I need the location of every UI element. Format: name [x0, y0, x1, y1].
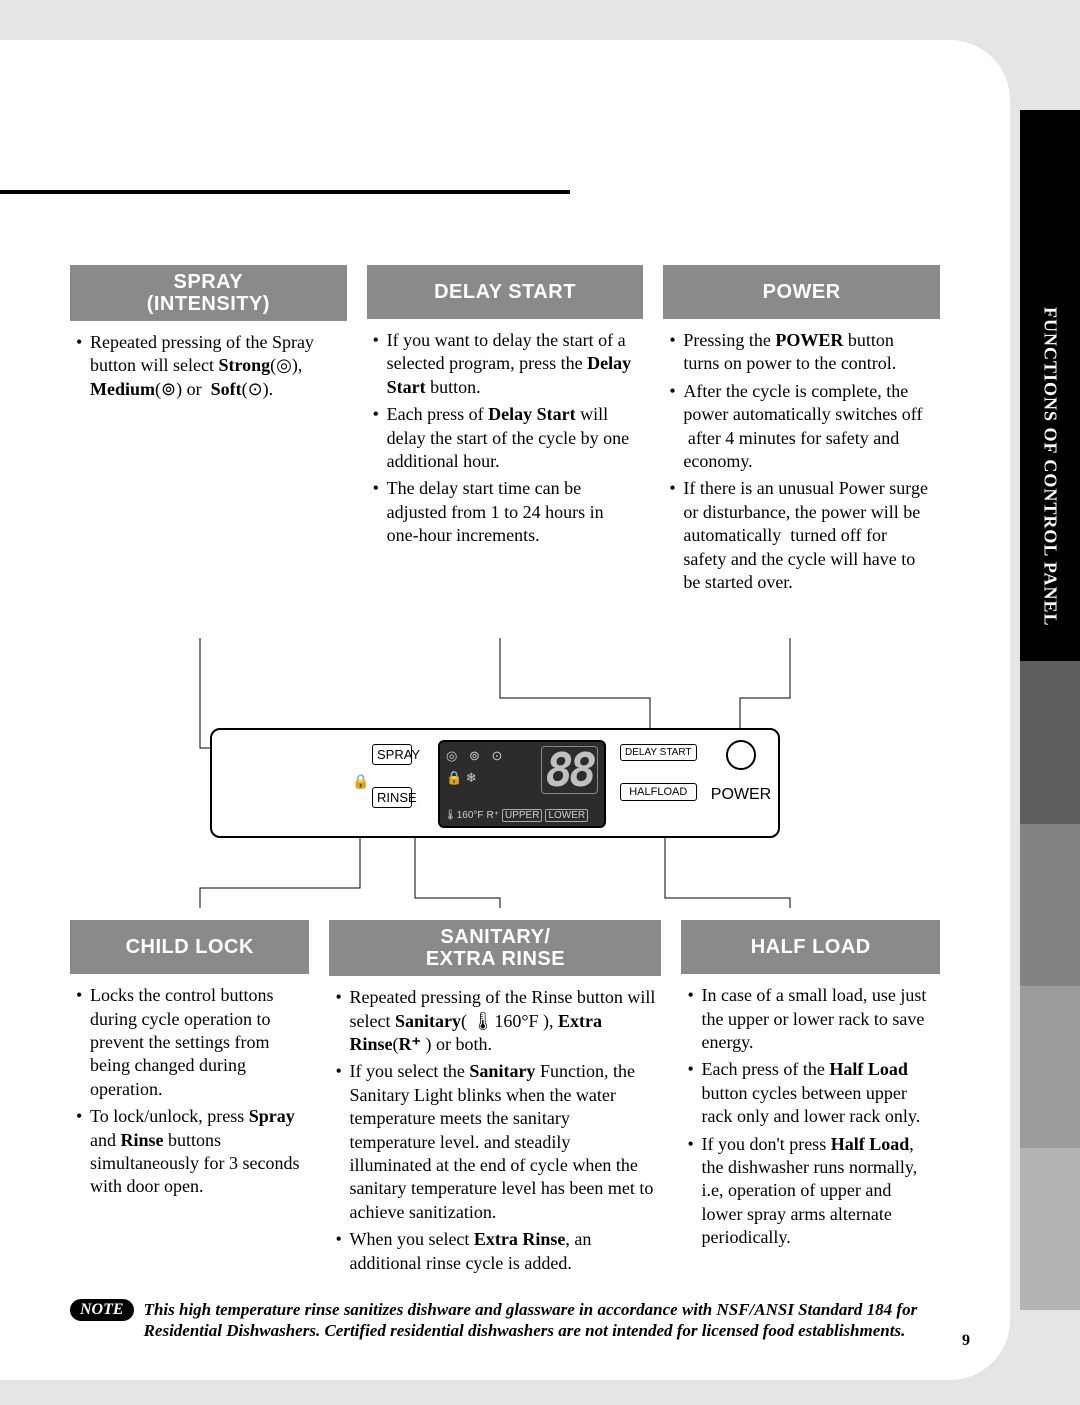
side-tab-label: FUNCTIONS OF CONTROL PANEL	[1040, 307, 1061, 627]
power-button[interactable]	[726, 740, 756, 770]
side-tab	[1020, 986, 1080, 1148]
panel-area: 🔒 SPRAY RINSE ◎ ⊚ ⊙ 🔒 ❄ 88 🌡160°F R⁺ UPP…	[70, 638, 940, 908]
power-label: POWER	[706, 786, 776, 804]
box-item: Each press of Delay Start will delay the…	[373, 403, 638, 473]
box-item: If you select the Sanitary Function, the…	[335, 1060, 655, 1224]
box-item: If you want to delay the start of a sele…	[373, 329, 638, 399]
misc-icons: 🔒 ❄	[446, 770, 477, 786]
panel-spray-rinse: SPRAY RINSE	[372, 744, 412, 808]
spray-intensity-icons: ◎ ⊚ ⊙	[446, 748, 506, 764]
note: NOTE This high temperature rinse sanitiz…	[70, 1299, 940, 1342]
info-box: CHILD LOCK Locks the control buttons duri…	[70, 920, 309, 1279]
side-tab	[1020, 661, 1080, 823]
side-tab: FUNCTIONS OF CONTROL PANEL	[1020, 272, 1080, 661]
box-body: Locks the control buttons during cycle o…	[70, 974, 309, 1199]
box-item: After the cycle is complete, the power a…	[669, 380, 934, 474]
top-row: SPRAY(INTENSITY) Repeated pressing of the…	[70, 265, 940, 598]
control-panel: 🔒 SPRAY RINSE ◎ ⊚ ⊙ 🔒 ❄ 88 🌡160°F R⁺ UPP…	[210, 728, 780, 838]
top-rule	[0, 190, 570, 194]
box-header: SPRAY(INTENSITY)	[70, 265, 347, 321]
page: SPRAY(INTENSITY) Repeated pressing of the…	[0, 40, 1010, 1380]
panel-delay-half: DELAY START HALFLOAD	[620, 744, 697, 801]
lock-icon: 🔒	[352, 774, 369, 791]
info-box: SANITARY/EXTRA RINSE Repeated pressing of…	[329, 920, 661, 1279]
box-item: If there is an unusual Power surge or di…	[669, 477, 934, 594]
box-body: In case of a small load, use just the up…	[681, 974, 940, 1249]
upper-indicator: UPPER	[502, 809, 542, 822]
box-body: If you want to delay the start of a sele…	[367, 319, 644, 548]
bottom-row: CHILD LOCK Locks the control buttons duri…	[70, 920, 940, 1279]
power-area: POWER	[706, 740, 776, 804]
page-number: 9	[962, 1332, 970, 1350]
delay-start-button[interactable]: DELAY START	[620, 744, 697, 761]
box-item: Pressing the POWER button turns on power…	[669, 329, 934, 376]
box-header: DELAY START	[367, 265, 644, 319]
display-screen: ◎ ⊚ ⊙ 🔒 ❄ 88 🌡160°F R⁺ UPPER LOWER	[438, 740, 606, 828]
side-tabs: FUNCTIONS OF CONTROL PANEL	[1020, 110, 1080, 1310]
rinse-button[interactable]: RINSE	[372, 787, 412, 808]
info-box: POWER Pressing the POWER button turns on …	[663, 265, 940, 598]
lower-indicator: LOWER	[545, 809, 588, 822]
spray-button[interactable]: SPRAY	[372, 744, 412, 765]
box-item: In case of a small load, use just the up…	[687, 984, 934, 1054]
box-item: The delay start time can be adjusted fro…	[373, 477, 638, 547]
halfload-button[interactable]: HALFLOAD	[620, 783, 697, 801]
box-body: Repeated pressing of the Rinse button wi…	[329, 976, 661, 1275]
box-item: Repeated pressing of the Spray button wi…	[76, 331, 341, 401]
box-header: SANITARY/EXTRA RINSE	[329, 920, 661, 976]
display-digits: 88	[541, 746, 598, 794]
box-item: Each press of the Half Load button cycle…	[687, 1058, 934, 1128]
box-body: Repeated pressing of the Spray button wi…	[70, 321, 347, 401]
box-item: Locks the control buttons during cycle o…	[76, 984, 303, 1101]
rplus-indicator: R⁺	[487, 810, 500, 821]
note-label: NOTE	[70, 1299, 134, 1321]
box-item: To lock/unlock, press Spray and Rinse bu…	[76, 1105, 303, 1199]
box-item: Repeated pressing of the Rinse button wi…	[335, 986, 655, 1056]
side-tab	[1020, 824, 1080, 986]
box-item: When you select Extra Rinse, an addition…	[335, 1228, 655, 1275]
side-tab	[1020, 110, 1080, 272]
info-box: HALF LOAD In case of a small load, use ju…	[681, 920, 940, 1279]
content: SPRAY(INTENSITY) Repeated pressing of the…	[70, 265, 940, 1341]
side-tab	[1020, 1148, 1080, 1310]
temp-indicator: 🌡160°F	[444, 810, 484, 821]
box-item: If you don't press Half Load, the dishwa…	[687, 1133, 934, 1250]
box-header: HALF LOAD	[681, 920, 940, 974]
box-header: POWER	[663, 265, 940, 319]
note-text: This high temperature rinse sanitizes di…	[144, 1299, 940, 1342]
box-body: Pressing the POWER button turns on power…	[663, 319, 940, 594]
info-box: SPRAY(INTENSITY) Repeated pressing of the…	[70, 265, 347, 598]
box-header: CHILD LOCK	[70, 920, 309, 974]
info-box: DELAY START If you want to delay the star…	[367, 265, 644, 598]
